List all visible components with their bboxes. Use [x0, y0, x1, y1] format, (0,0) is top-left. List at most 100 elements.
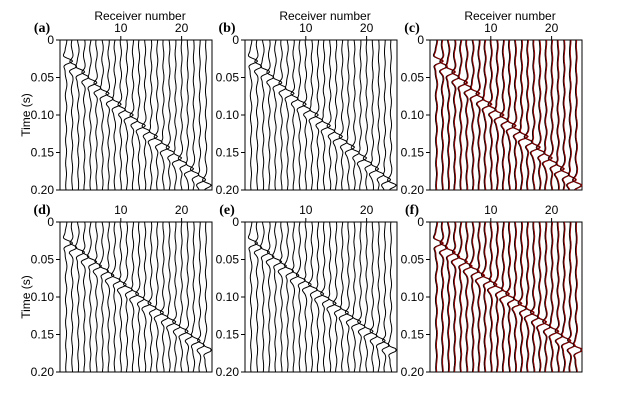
overlay-trace [536, 39, 546, 191]
trace [202, 39, 212, 191]
time-tick-label: 0.10 [31, 290, 55, 304]
trace [184, 222, 193, 373]
overlay-trace [536, 221, 548, 373]
panel-label: (e) [219, 203, 235, 218]
trace [62, 221, 73, 373]
panel-label: (b) [218, 21, 235, 36]
trace [247, 221, 258, 373]
overlay-trace [481, 221, 492, 373]
top-axis-title-a: Receiver number [94, 9, 185, 23]
overlay-trace [488, 39, 497, 191]
overlay-trace [518, 39, 529, 190]
trace [116, 222, 127, 373]
trace [362, 39, 372, 191]
receiver-tick-label: 10 [484, 203, 498, 217]
time-tick-label: 0.15 [31, 146, 55, 160]
trace [363, 221, 374, 373]
trace [314, 222, 325, 373]
panel-frame [429, 39, 583, 191]
receiver-tick-label: 10 [299, 203, 313, 217]
trace [247, 39, 258, 191]
trace [493, 39, 504, 191]
trace [86, 221, 98, 373]
trace [462, 221, 473, 372]
receiver-tick-label: 20 [545, 203, 559, 217]
panel-d: (d) 10 20 0 0.05 0.10 0.15 0.20 [31, 203, 213, 379]
time-tick-label: 0.20 [216, 183, 240, 197]
overlay-trace [555, 222, 564, 373]
time-tick-label: 0.20 [31, 365, 55, 379]
time-tick-label: 0.10 [216, 108, 240, 122]
trace [356, 39, 368, 190]
trace [314, 40, 324, 191]
overlay-trace [554, 39, 565, 191]
time-tick-label: 0.15 [401, 146, 425, 160]
trace [190, 221, 201, 373]
trace [444, 221, 455, 373]
time-tick-label: 0.10 [401, 290, 425, 304]
time-tick-label: 0 [417, 33, 424, 47]
trace [445, 39, 456, 191]
overlay-trace [470, 39, 481, 191]
trace [517, 39, 529, 190]
time-tick-label: 0.10 [401, 108, 425, 122]
trace [172, 221, 181, 373]
time-tick-label: 0.05 [401, 253, 425, 267]
trace [177, 39, 187, 191]
trace [265, 221, 275, 372]
trace [542, 221, 551, 373]
trace [344, 221, 354, 372]
trace [475, 40, 484, 191]
trace [548, 221, 559, 373]
receiver-tick-label: 10 [484, 21, 498, 35]
trace [517, 221, 527, 372]
overlay-trace [560, 39, 571, 191]
trace [296, 39, 307, 191]
panel-a: (a) 10 20 0 0.05 0.10 0.15 0.20 [31, 21, 213, 197]
time-tick-label: 0.10 [216, 290, 240, 304]
overlay-trace [451, 221, 461, 372]
panel-label: (c) [404, 21, 420, 36]
trace [511, 221, 522, 373]
top-axis-title-c: Receiver number [464, 9, 555, 23]
overlay-trace [445, 39, 457, 191]
trace [62, 39, 73, 191]
trace [387, 221, 397, 373]
trace [184, 39, 195, 191]
trace [374, 39, 385, 191]
overlay-trace [476, 40, 485, 191]
trace [253, 221, 263, 372]
trace [332, 221, 342, 372]
overlay-trace [566, 40, 577, 191]
overlay-trace [475, 221, 486, 373]
panel-label: (a) [34, 21, 51, 36]
panel-f: (f) 10 20 0 0.05 0.10 0.15 0.20 [401, 203, 583, 379]
trace [481, 39, 492, 191]
time-tick-label: 0.05 [31, 71, 55, 85]
time-tick-label: 0.20 [401, 183, 425, 197]
overlay-trace [469, 221, 480, 373]
overlay-trace [549, 221, 560, 373]
receiver-tick-label: 10 [114, 203, 128, 217]
trace [159, 221, 169, 372]
trace [196, 40, 207, 191]
trace [110, 221, 121, 373]
trace [272, 39, 283, 191]
overlay-trace [439, 221, 449, 372]
trace [278, 39, 287, 190]
overlay-trace [493, 221, 504, 373]
time-tick-label: 0 [47, 33, 54, 47]
overlay-trace [572, 39, 583, 191]
panel-b: (b) 10 20 0 0.05 0.10 0.15 0.20 [216, 21, 398, 197]
trace [487, 39, 497, 191]
receiver-tick-label: 20 [545, 21, 559, 35]
overlay-trace [524, 221, 535, 373]
trace [357, 221, 366, 373]
trace [350, 39, 360, 191]
trace [93, 39, 102, 190]
trace [68, 39, 78, 190]
trace [375, 221, 386, 373]
trace [451, 39, 460, 190]
trace [492, 221, 503, 373]
trace [326, 221, 337, 373]
